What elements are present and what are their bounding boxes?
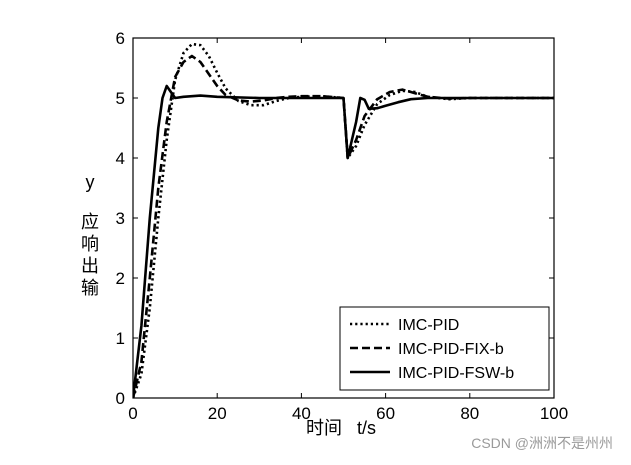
x-axis-label: 时间 t/s [306,418,376,438]
y-tick-label: 0 [116,389,125,408]
y-axis-label-char: 出 [81,256,99,276]
x-tick-label: 0 [128,404,137,423]
series-line-3 [133,84,554,398]
series-line-2 [133,54,554,398]
y-axis-label-char: 响 [81,234,99,254]
x-axis-ticks: 0 20 40 60 80 100 [128,38,568,423]
x-tick-label: 60 [376,404,395,423]
y-tick-label: 2 [116,269,125,288]
legend-label-3: IMC-PID-FSW-b [398,365,514,382]
y-axis-label-char: 应 [81,212,99,232]
legend-label-2: IMC-PID-FIX-b [398,341,504,358]
y-axis-label-char: 输 [81,278,99,298]
legend: IMC-PID IMC-PID-FIX-b IMC-PID-FSW-b [339,306,550,391]
y-tick-label: 4 [116,149,125,168]
legend-label-1: IMC-PID [398,317,459,334]
x-tick-label: 80 [460,404,479,423]
y-tick-label: 6 [116,29,125,48]
y-axis-ticks: 0 1 2 3 4 5 6 [116,29,554,408]
y-tick-label: 1 [116,329,125,348]
watermark: CSDN @洲洲不是州州 [471,435,613,451]
y-tick-label: 3 [116,209,125,228]
x-tick-label: 20 [208,404,227,423]
x-tick-label: 100 [540,404,568,423]
y-tick-label: 5 [116,89,125,108]
y-axis-label-y: y [86,172,95,192]
series-layer [133,42,554,398]
x-tick-label: 40 [292,404,311,423]
